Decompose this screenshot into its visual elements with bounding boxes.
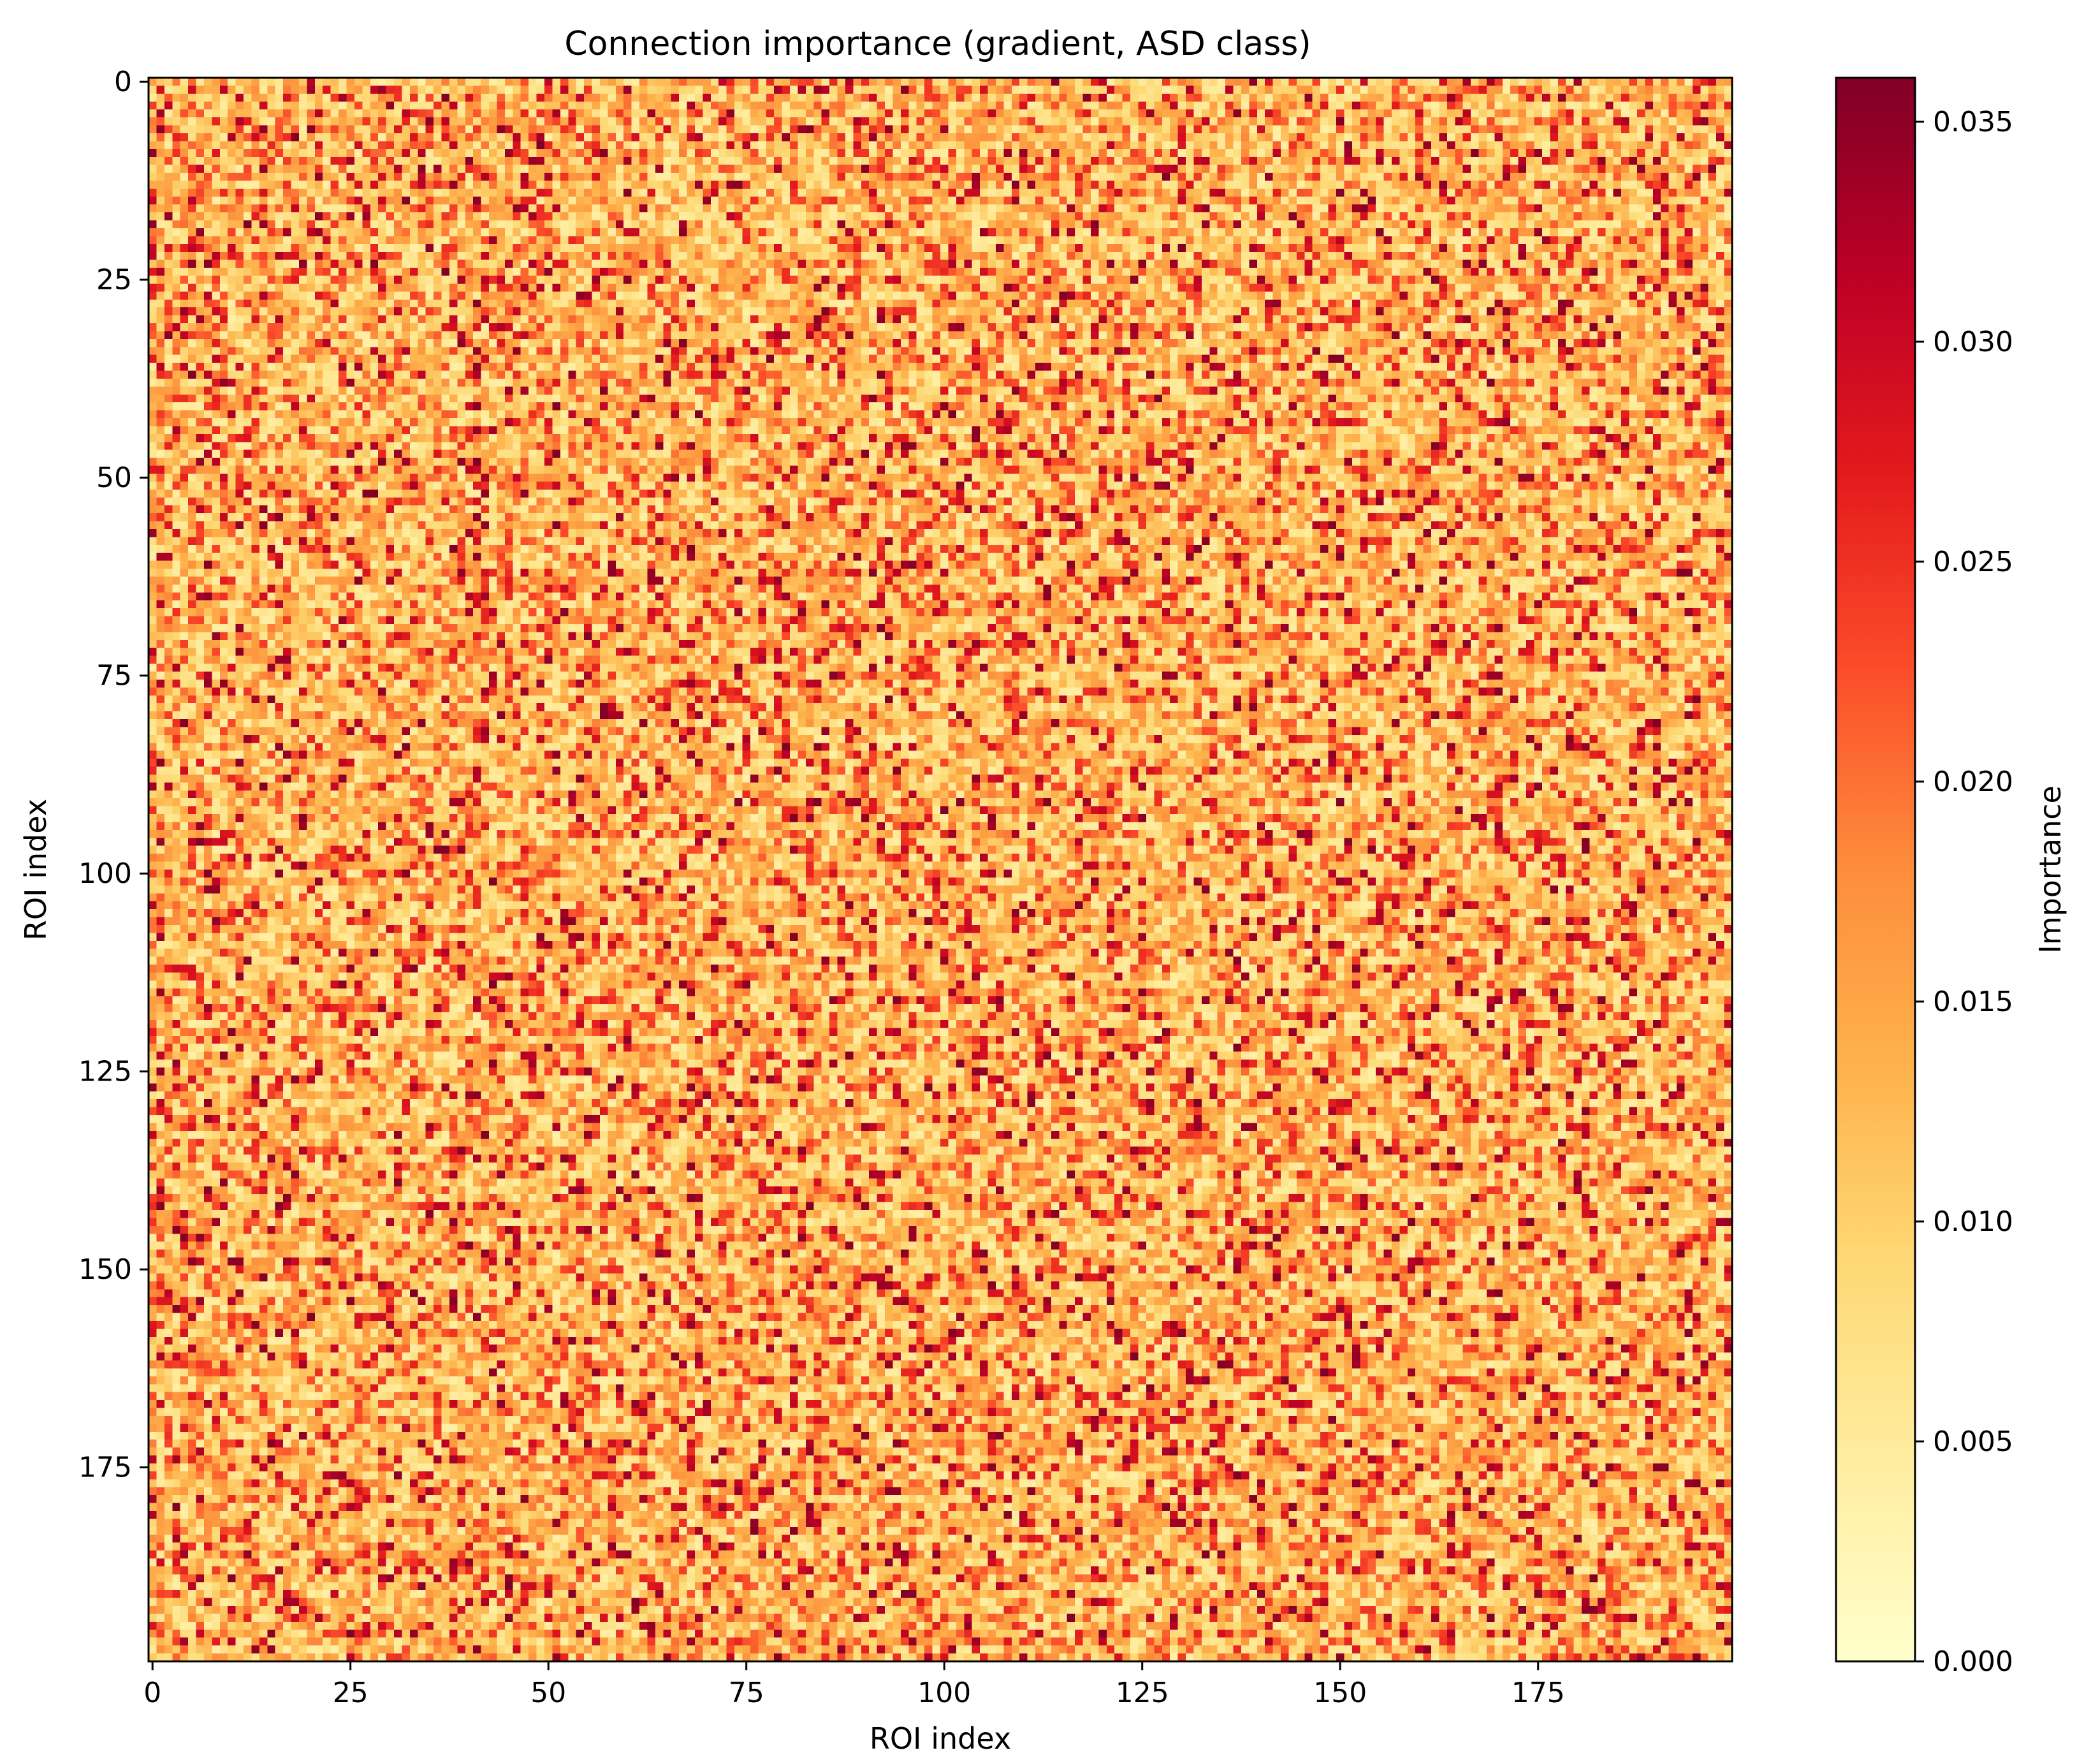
colorbar-tick-label: 0.020 [1933,766,2013,798]
x-tick-label: 175 [1512,1677,1565,1709]
x-tick-label: 125 [1116,1677,1169,1709]
y-tick-label: 25 [96,264,132,296]
colorbar-gradient [1836,78,1915,1661]
y-tick-label: 150 [78,1253,132,1286]
y-tick-label: 0 [114,66,132,98]
x-tick-label: 150 [1313,1677,1367,1709]
colorbar: 0.000 0.005 0.010 0.015 0.020 0.025 0.030 0.035… [1835,77,2067,1678]
x-tick-label: 25 [333,1677,368,1709]
x-tick-label: 100 [917,1677,971,1709]
colorbar-tick-label: 0.035 [1933,106,2013,138]
y-tick-label: 75 [96,660,132,692]
y-tick-label: 175 [78,1452,132,1484]
heatmap-plot-area [147,77,1733,1663]
colorbar-frame [1835,77,1916,1663]
x-tick-label: 50 [530,1677,566,1709]
colorbar-tick-label: 0.000 [1933,1645,2013,1678]
x-tick-label: 75 [729,1677,764,1709]
colorbar-tick-label: 0.025 [1933,546,2013,578]
y-tick-label: 125 [78,1056,132,1088]
x-axis-label: ROI index [870,1721,1011,1756]
colorbar-ticks: 0.000 0.005 0.010 0.015 0.020 0.025 0.030 0.035 [1915,106,2013,1678]
heatmap-frame [147,77,1733,1663]
heatmap-cells [149,78,1732,1661]
y-tick-label: 50 [96,462,132,494]
colorbar-tick-label: 0.030 [1933,326,2013,358]
y-tick-label: 100 [78,857,132,890]
colorbar-tick-label: 0.010 [1933,1206,2013,1238]
y-axis-label: ROI index [18,799,53,940]
chart-title: Connection importance (gradient, ASD cla… [564,25,1311,63]
colorbar-label: Importance [2033,785,2067,954]
colorbar-tick-label: 0.015 [1933,986,2013,1018]
y-axis-ticks: 0 25 50 75 100 125 150 175 [78,66,149,1484]
x-tick-label: 0 [143,1677,161,1709]
colorbar-tick-label: 0.005 [1933,1425,2013,1458]
x-axis-ticks: 0 25 50 75 100 125 150 175 [143,1661,1565,1709]
